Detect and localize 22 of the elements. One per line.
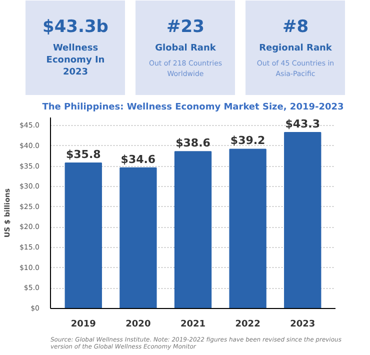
x-tick-label: 2019: [70, 320, 96, 330]
text: Wellness Economy In 2023: [46, 43, 105, 78]
x-tick-label: 2021: [180, 320, 206, 330]
bar: [229, 148, 266, 308]
data-label: $39.2: [230, 134, 266, 148]
data-label: $38.6: [176, 136, 211, 150]
x-tick-label: 2023: [290, 320, 316, 330]
text: Global Rank: [155, 43, 217, 54]
x-tick-label: 2020: [126, 320, 151, 330]
text: #8: [282, 17, 309, 38]
text: $43.3b: [42, 17, 108, 38]
text: #23: [166, 17, 204, 38]
chart-title: The Philippines: Wellness Economy Market Size, 2019-2023: [42, 102, 344, 112]
bar: [120, 167, 157, 308]
bar: [284, 132, 322, 308]
text: Regional Rank: [259, 43, 333, 54]
x-tick-label: 2022: [235, 320, 260, 330]
data-label: $34.6: [120, 152, 156, 166]
data-label: $35.8: [66, 148, 101, 162]
bar: [174, 151, 212, 308]
bar: [64, 162, 102, 308]
data-label: $43.3: [285, 118, 320, 131]
